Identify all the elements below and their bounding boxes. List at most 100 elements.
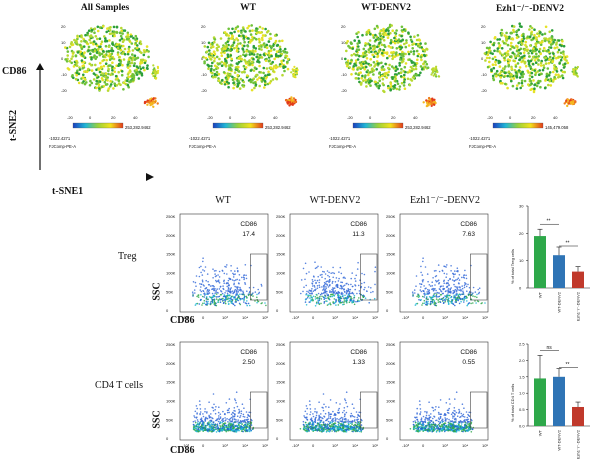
tsne-cell-point bbox=[226, 72, 230, 75]
flow-event-dot bbox=[332, 301, 335, 303]
tsne-cell-point bbox=[378, 79, 382, 82]
flow-event-dot bbox=[435, 280, 438, 283]
tsne-cell-point bbox=[123, 52, 127, 56]
tsne-cell-point bbox=[515, 87, 519, 90]
tsne-cell-point bbox=[364, 78, 368, 82]
flow-event-dot bbox=[460, 288, 462, 291]
tsne-cell-point bbox=[362, 62, 365, 66]
flow-event-dot bbox=[211, 288, 213, 291]
tsne-cell-point bbox=[94, 35, 98, 38]
tsne-ytick-label: -10 bbox=[61, 72, 68, 77]
flow-event-dot bbox=[470, 302, 472, 305]
tsne-cell-point bbox=[251, 63, 254, 67]
tsne-cell-point bbox=[227, 64, 231, 67]
flow-event-dot bbox=[326, 293, 328, 295]
tsne-cell-point bbox=[378, 32, 382, 35]
flow-event-dot bbox=[463, 286, 466, 289]
flow-event-dot bbox=[428, 296, 431, 298]
tsne-cell-point bbox=[212, 75, 215, 79]
flow-event-dot bbox=[324, 277, 327, 280]
tsne-cell-point bbox=[131, 59, 134, 62]
tsne-cell-point bbox=[236, 82, 240, 85]
tsne-cell-point bbox=[78, 66, 81, 69]
flow-event-dot bbox=[311, 282, 313, 284]
flow-event-dot bbox=[446, 282, 448, 285]
tsne-cell-point bbox=[246, 45, 250, 48]
tsne-cell-point bbox=[82, 73, 85, 77]
flow-event-dot bbox=[314, 296, 317, 298]
flow-event-dot bbox=[236, 291, 238, 293]
flow-event-dot bbox=[238, 279, 241, 281]
tsne-cell-point bbox=[530, 71, 534, 75]
tsne-cell-point bbox=[281, 39, 284, 43]
flow-event-dot bbox=[323, 416, 326, 418]
flow-event-dot bbox=[447, 303, 450, 305]
flow-event-dot bbox=[233, 413, 236, 415]
flow-event-dot bbox=[326, 290, 328, 293]
flow-xtick-label: 10³ bbox=[222, 443, 228, 448]
flow-event-dot bbox=[327, 411, 330, 414]
tsne-xtick-label: 40 bbox=[413, 115, 418, 120]
tsne-cell-point bbox=[234, 27, 237, 31]
tsne-cell-point bbox=[371, 53, 375, 57]
flow-event-dot bbox=[334, 290, 337, 292]
flow-event-dot bbox=[239, 420, 242, 422]
tsne-cell-point bbox=[368, 39, 372, 42]
flow-event-dot bbox=[207, 300, 209, 303]
flow-event-dot bbox=[442, 287, 445, 290]
tsne-cell-point bbox=[363, 68, 367, 71]
tsne-cell-point bbox=[393, 41, 397, 45]
tsne-cell-point bbox=[407, 52, 411, 56]
flow-event-dot bbox=[315, 301, 318, 304]
flow-event-dot bbox=[232, 292, 235, 294]
flow-xtick-label: 0 bbox=[422, 315, 425, 320]
flow-event-dot bbox=[230, 298, 233, 300]
flow-event-dot bbox=[323, 298, 326, 300]
tsne-cell-point bbox=[498, 72, 502, 75]
tsne-cell-point bbox=[77, 81, 81, 85]
flow-event-dot bbox=[315, 302, 318, 305]
tsne-cell-point bbox=[346, 40, 350, 43]
tsne-cell-point bbox=[90, 69, 94, 72]
flow-event-dot bbox=[440, 290, 442, 292]
flow-event-dot bbox=[461, 287, 464, 290]
flow-event-dot bbox=[333, 272, 336, 275]
tsne-cell-point bbox=[220, 64, 224, 67]
tsne-cell-point bbox=[415, 38, 419, 42]
flow-event-dot bbox=[360, 429, 362, 432]
flow-event-dot bbox=[317, 265, 319, 268]
flow-event-dot bbox=[319, 425, 322, 427]
tsne-cell-point bbox=[545, 75, 549, 78]
tsne-cell-point bbox=[66, 50, 70, 53]
tsne-cell-point bbox=[534, 55, 538, 59]
tsne-cell-point bbox=[81, 54, 85, 58]
tsne-cell-point bbox=[536, 70, 539, 73]
flow-event-dot bbox=[208, 421, 210, 423]
tsne-cell-point bbox=[518, 66, 522, 69]
tsne-cell-point bbox=[143, 100, 147, 104]
flow-event-dot bbox=[200, 427, 203, 429]
tsne-cell-point bbox=[400, 34, 403, 38]
tsne-cell-point bbox=[416, 58, 419, 62]
flow-event-dot bbox=[329, 413, 332, 415]
flow-event-dot bbox=[217, 417, 220, 419]
tsne-cell-point bbox=[367, 48, 371, 51]
tsne-cell-point bbox=[390, 65, 394, 68]
flow-event-dot bbox=[477, 288, 480, 291]
tsne-cell-point bbox=[512, 25, 516, 28]
flow-event-dot bbox=[450, 265, 452, 267]
tsne-cell-point bbox=[248, 41, 252, 44]
flow-event-dot bbox=[196, 407, 198, 410]
tsne-cell-point bbox=[398, 45, 402, 49]
flow-event-dot bbox=[213, 429, 216, 432]
tsne-cell-point bbox=[563, 70, 566, 74]
tsne-cell-point bbox=[434, 101, 437, 105]
tsne-cell-point bbox=[515, 84, 519, 87]
flow-event-dot bbox=[454, 304, 456, 307]
flow-event-dot bbox=[423, 293, 425, 295]
flow-event-dot bbox=[241, 297, 244, 300]
flow-event-dot bbox=[457, 299, 460, 302]
tsne-cell-point bbox=[521, 74, 524, 78]
tsne-cell-point bbox=[401, 50, 404, 54]
tsne-cell-point bbox=[251, 35, 254, 39]
